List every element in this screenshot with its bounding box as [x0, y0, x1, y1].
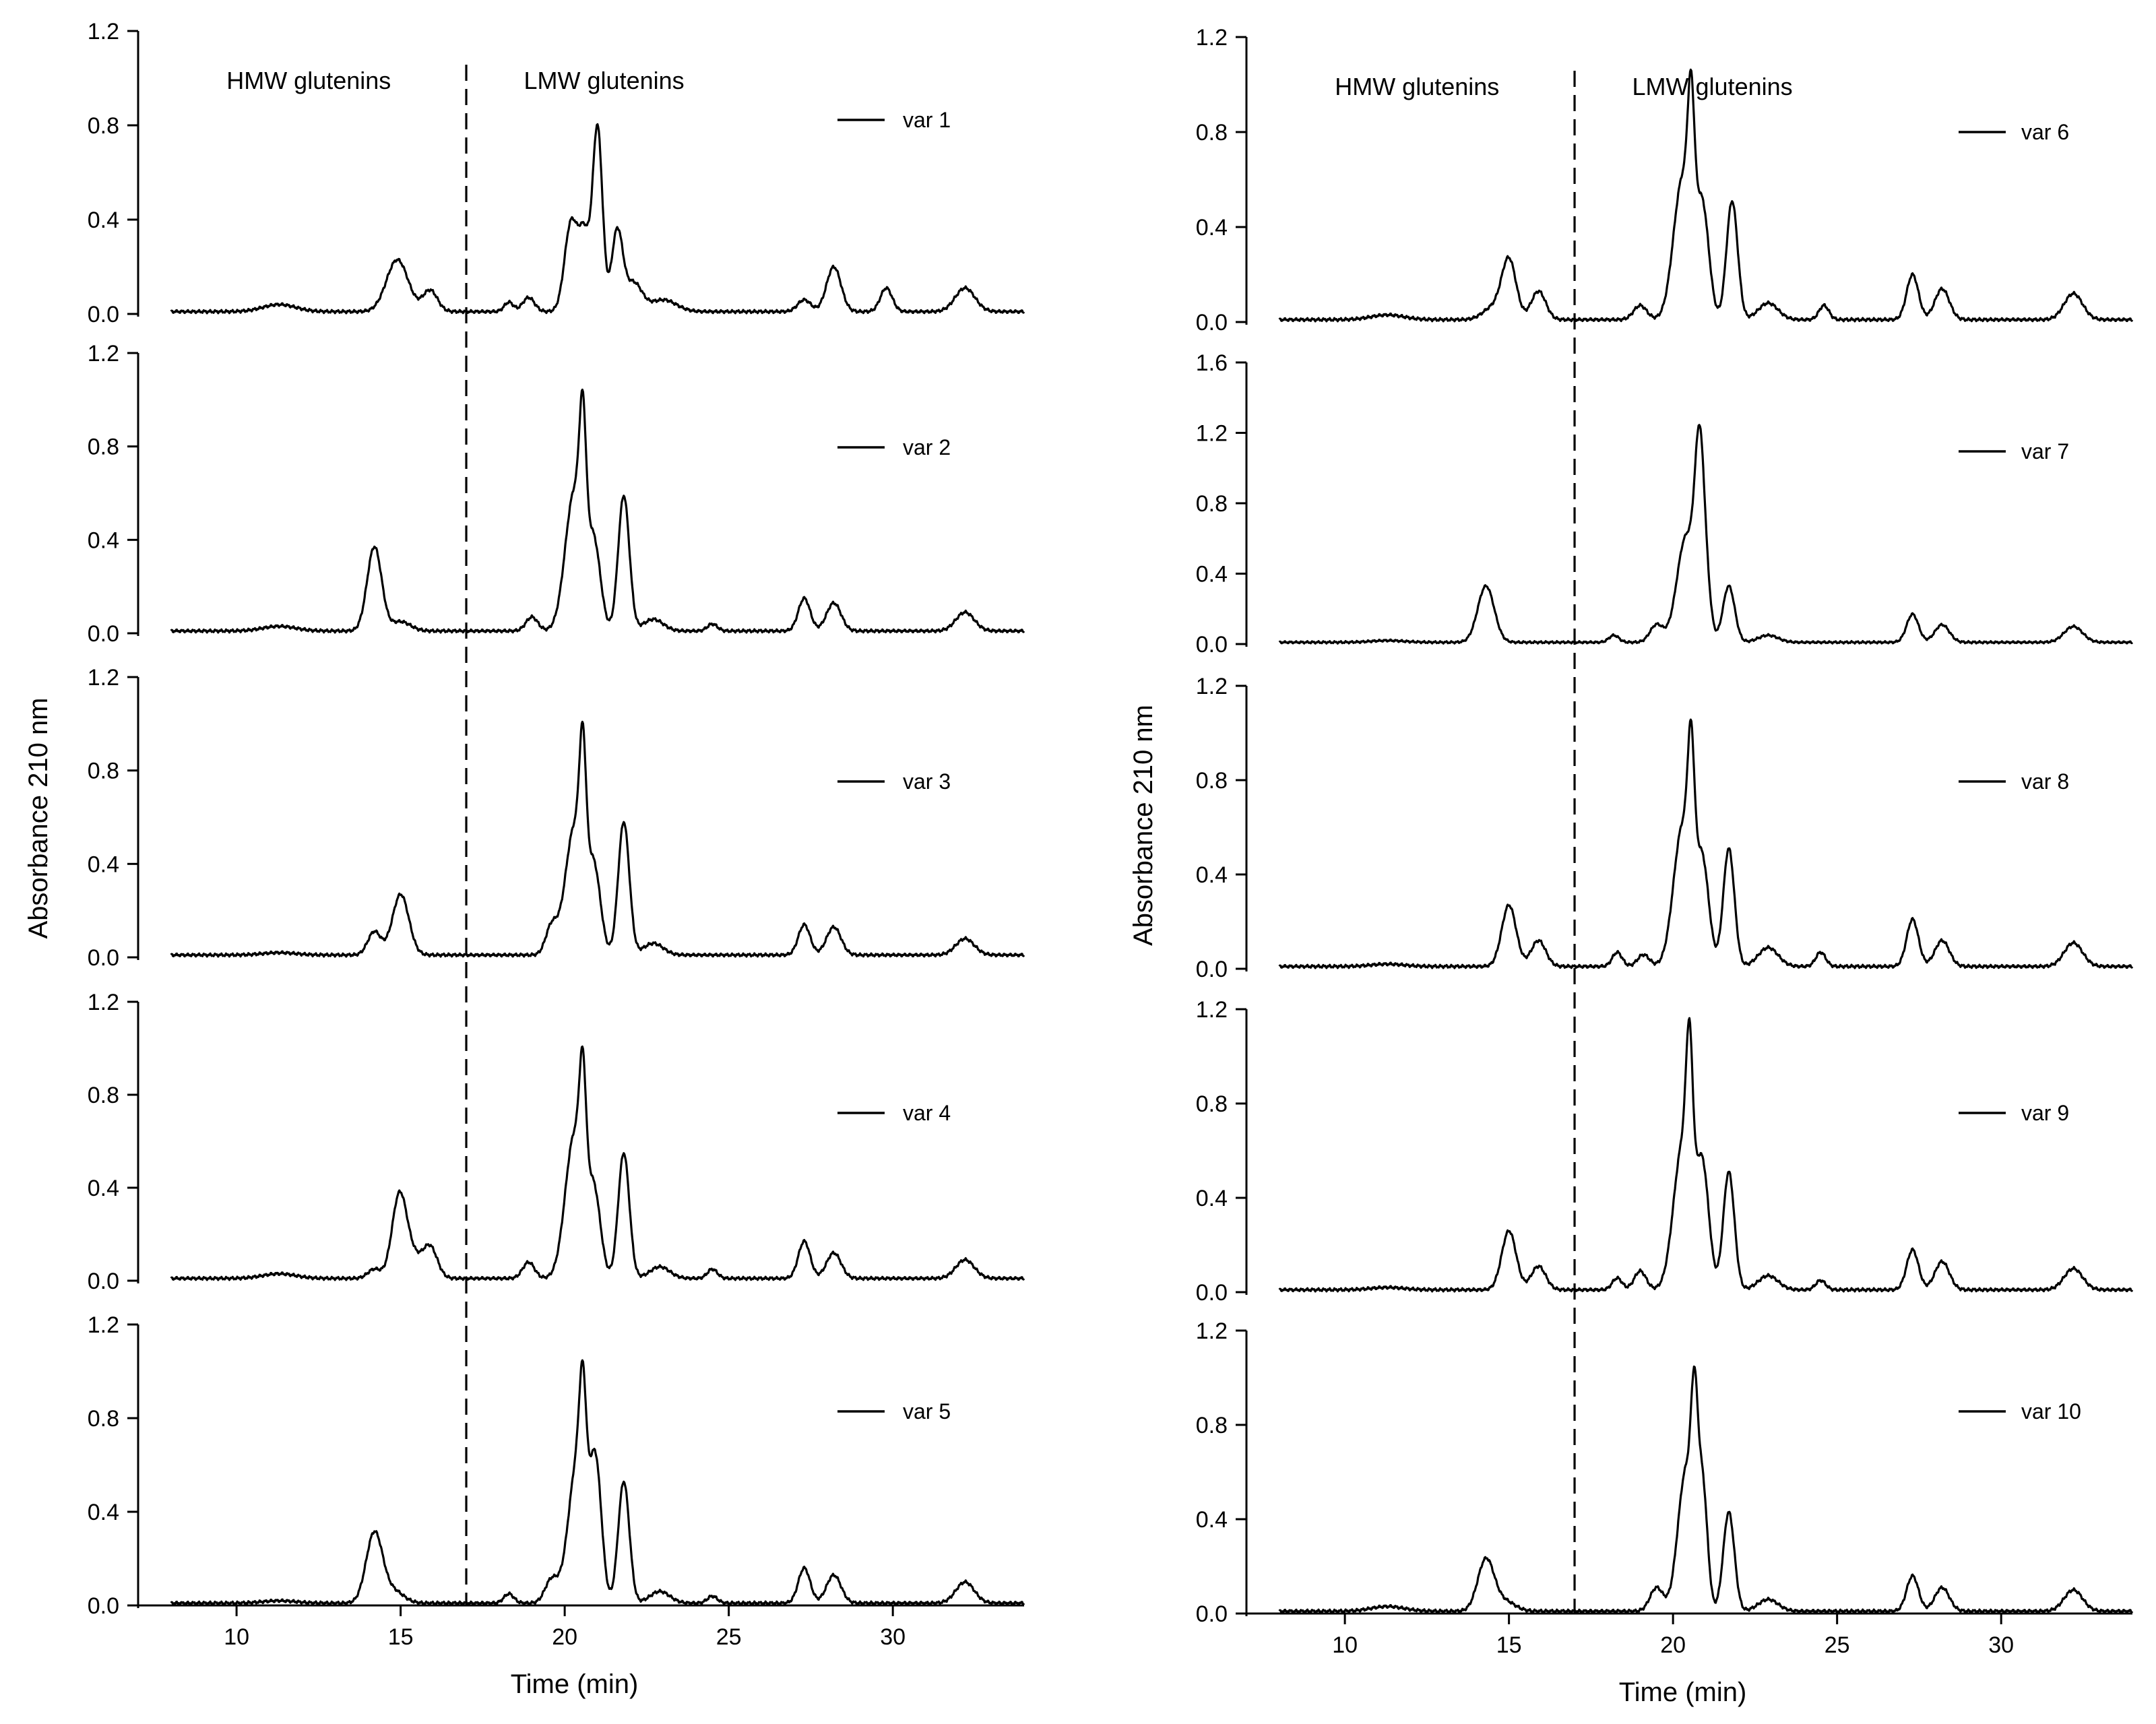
- x-tick-label: 25: [1825, 1632, 1850, 1658]
- chromatogram-trace: [170, 720, 1025, 958]
- y-axis-title: Absorbance 210 nm: [1129, 705, 1158, 946]
- right-panel-5: 0.0 0.4 0.8 1.2 var 10: [1196, 1318, 2134, 1627]
- legend-label: var 1: [903, 108, 951, 132]
- y-tick-label: 0.8: [1196, 491, 1228, 517]
- y-tick-label: 1.6: [1196, 350, 1228, 376]
- x-axis-title: Time (min): [1619, 1678, 1747, 1707]
- hmw-region-label: HMW glutenins: [1335, 73, 1499, 100]
- x-tick-label: 30: [880, 1624, 906, 1650]
- left-panel-2: 0.0 0.4 0.8 1.2 var 2: [88, 341, 1025, 647]
- legend-label: var 4: [903, 1101, 951, 1125]
- left-panel-3: 0.0 0.4 0.8 1.2 var 3: [88, 665, 1025, 971]
- y-tick-label: 0.0: [88, 302, 119, 327]
- legend-label: var 10: [2021, 1399, 2081, 1424]
- y-tick-label: 0.0: [88, 1269, 119, 1294]
- y-tick-label: 1.2: [1196, 25, 1228, 51]
- right-panel-1: 0.0 0.4 0.8 1.2 var 6 HMW glutenins LMW gluten…: [1196, 25, 2134, 336]
- legend-label: var 5: [903, 1399, 951, 1424]
- y-tick-label: 1.2: [1196, 421, 1228, 447]
- chromatogram-trace: [1278, 718, 2134, 969]
- x-tick-label: 25: [716, 1624, 742, 1650]
- y-tick-label: 0.0: [88, 1593, 119, 1619]
- y-tick-label: 1.2: [88, 341, 119, 366]
- y-tick-label: 0.8: [1196, 768, 1228, 794]
- y-tick-label: 0.0: [1196, 310, 1228, 336]
- y-tick-label: 0.4: [88, 852, 119, 877]
- y-tick-label: 0.8: [88, 113, 119, 139]
- legend-label: var 7: [2021, 439, 2069, 464]
- y-tick-label: 0.4: [1196, 1186, 1228, 1211]
- y-tick-label: 0.8: [1196, 1091, 1228, 1117]
- y-tick-label: 0.0: [88, 621, 119, 647]
- left-panel-4: 0.0 0.4 0.8 1.2 var 4: [88, 990, 1025, 1294]
- chromatogram-trace: [1278, 1365, 2134, 1614]
- chromatogram-trace: [170, 1045, 1025, 1281]
- y-tick-label: 1.2: [1196, 997, 1228, 1023]
- y-tick-label: 1.2: [88, 1312, 119, 1338]
- chromatogram-trace: [1278, 424, 2134, 645]
- lmw-region-label: LMW glutenins: [524, 67, 685, 94]
- right-panel-3: 0.0 0.4 0.8 1.2 var 8: [1196, 674, 2134, 982]
- legend-label: var 3: [903, 769, 951, 794]
- y-tick-label: 1.2: [1196, 674, 1228, 699]
- lmw-region-label: LMW glutenins: [1632, 73, 1793, 100]
- y-tick-label: 0.4: [88, 1500, 119, 1525]
- y-tick-label: 0.4: [1196, 562, 1228, 587]
- y-tick-label: 0.0: [1196, 957, 1228, 982]
- left-panel-1: 0.0 0.4 0.8 1.2 var 1 HMW glutenins LMW gluten…: [88, 19, 1025, 327]
- x-tick-label: 10: [224, 1624, 249, 1650]
- left-column-chart: 0.0 0.4 0.8 1.2 var 1 HMW glutenins LMW gluten…: [24, 19, 1025, 1699]
- right-column-chart: 0.0 0.4 0.8 1.2 var 6 HMW glutenins LMW gluten…: [1129, 25, 2134, 1707]
- chromatogram-trace: [1278, 68, 2134, 323]
- x-axis-title: Time (min): [511, 1669, 639, 1699]
- y-tick-label: 1.2: [88, 990, 119, 1015]
- x-tick-label: 30: [1988, 1632, 2014, 1658]
- legend-label: var 9: [2021, 1101, 2069, 1125]
- chromatogram-trace: [170, 388, 1025, 634]
- y-tick-label: 0.0: [1196, 1280, 1228, 1306]
- y-tick-label: 0.4: [1196, 215, 1228, 241]
- x-tick-label: 20: [1660, 1632, 1686, 1658]
- y-tick-label: 0.4: [88, 528, 119, 553]
- y-tick-label: 1.2: [88, 19, 119, 44]
- y-tick-label: 0.4: [88, 1176, 119, 1201]
- y-tick-label: 0.4: [88, 207, 119, 233]
- y-tick-label: 0.8: [88, 1083, 119, 1108]
- y-tick-label: 0.0: [1196, 632, 1228, 658]
- y-tick-label: 0.8: [88, 435, 119, 460]
- y-tick-label: 0.8: [88, 1406, 119, 1432]
- y-tick-label: 0.8: [1196, 120, 1228, 146]
- chromatogram-trace: [1278, 1017, 2134, 1293]
- y-tick-label: 0.4: [1196, 862, 1228, 888]
- x-tick-label: 15: [1496, 1632, 1522, 1658]
- y-tick-label: 0.8: [88, 759, 119, 784]
- legend-label: var 2: [903, 435, 951, 459]
- y-tick-label: 0.0: [1196, 1601, 1228, 1627]
- x-tick-label: 20: [552, 1624, 577, 1650]
- right-panel-2: 0.0 0.4 0.8 1.2 1.6 var 7: [1196, 350, 2134, 658]
- chromatogram-trace: [170, 123, 1025, 315]
- x-tick-label: 15: [388, 1624, 414, 1650]
- y-axis-title: Absorbance 210 nm: [24, 697, 53, 938]
- y-tick-label: 1.2: [88, 665, 119, 691]
- left-panel-5: 0.0 0.4 0.8 1.2 var 5: [88, 1312, 1025, 1619]
- chromatogram-trace: [170, 1359, 1025, 1606]
- hmw-region-label: HMW glutenins: [226, 67, 391, 94]
- y-tick-label: 1.2: [1196, 1318, 1228, 1344]
- y-tick-label: 0.4: [1196, 1507, 1228, 1533]
- y-tick-label: 0.8: [1196, 1413, 1228, 1438]
- right-panel-4: 0.0 0.4 0.8 1.2 var 9: [1196, 997, 2134, 1306]
- legend-label: var 6: [2021, 120, 2069, 144]
- x-tick-label: 10: [1332, 1632, 1358, 1658]
- y-tick-label: 0.0: [88, 945, 119, 971]
- legend-label: var 8: [2021, 769, 2069, 794]
